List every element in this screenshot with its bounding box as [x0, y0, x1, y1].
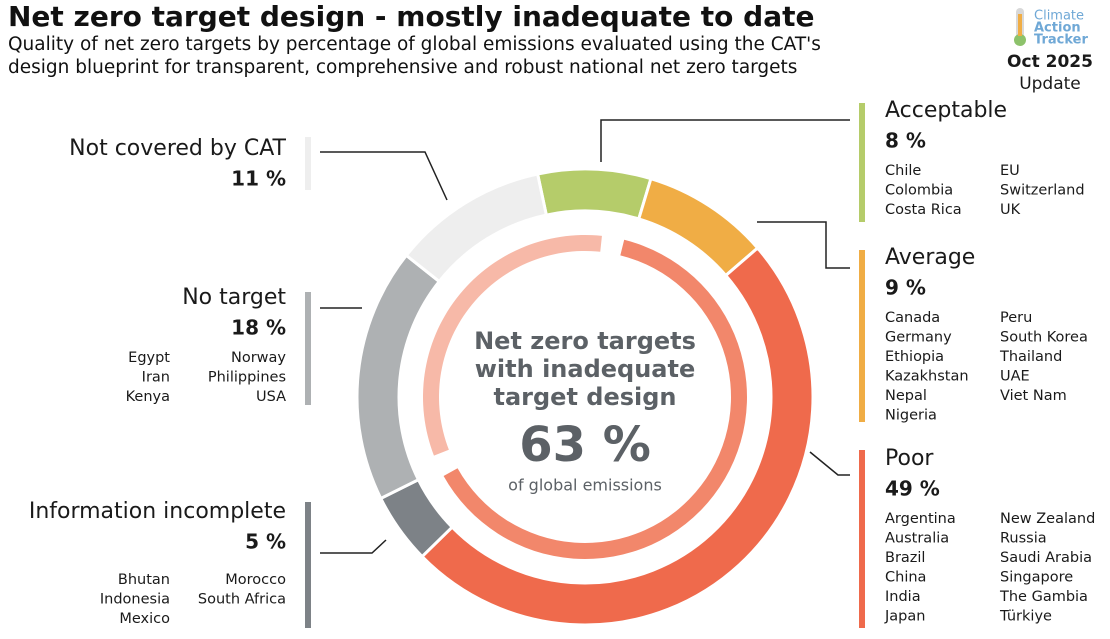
value-label: 5 %	[245, 530, 286, 554]
country-label: Chile	[885, 163, 921, 179]
country-label: Australia	[885, 531, 949, 547]
logo-date: Oct 2025	[1007, 52, 1093, 72]
legend-bar	[305, 502, 311, 628]
legend-bar	[859, 250, 865, 422]
chart-subtitle: Quality of net zero targets by percentag…	[8, 34, 821, 78]
category-label: Acceptable	[885, 98, 1007, 123]
country-label: Thailand	[999, 349, 1062, 365]
country-label: Philippines	[208, 370, 286, 386]
country-label: Russia	[1000, 531, 1047, 547]
country-label: Singapore	[1000, 570, 1073, 586]
country-label: Ethiopia	[885, 349, 944, 365]
country-label: China	[885, 570, 926, 586]
logo-text: Climate	[1034, 9, 1084, 24]
country-label: Peru	[1000, 310, 1032, 326]
inner-track	[422, 234, 602, 456]
country-label: Iran	[142, 370, 170, 386]
center-value: 63 %	[519, 417, 651, 473]
legend-bar	[305, 292, 311, 405]
center-text: with inadequate	[475, 355, 696, 383]
donut-segment	[404, 172, 549, 284]
country-label: The Gambia	[999, 589, 1088, 605]
country-label: Kenya	[126, 389, 170, 405]
connector	[809, 451, 850, 476]
country-label: Germany	[885, 330, 952, 346]
country-label: South Korea	[1000, 330, 1088, 346]
country-label: Costa Rica	[885, 202, 962, 218]
country-label: EU	[1000, 163, 1020, 179]
center-text: Net zero targets	[474, 327, 696, 355]
country-label: Mexico	[119, 611, 170, 627]
country-label: Canada	[885, 310, 940, 326]
donut-segment	[535, 167, 653, 221]
category-label: Information incomplete	[29, 499, 286, 524]
country-label: UK	[1000, 202, 1021, 218]
country-label: Indonesia	[100, 592, 170, 608]
logo-text: Action	[1034, 21, 1081, 36]
chart-title: Net zero target design - mostly inadequa…	[8, 0, 815, 33]
center-text: target design	[493, 383, 676, 411]
country-label: Switzerland	[1000, 183, 1085, 199]
logo-edition: Update	[1019, 74, 1081, 94]
country-label: Türkiye	[999, 609, 1052, 625]
country-label: Saudi Arabia	[1000, 550, 1092, 566]
country-label: Nigeria	[885, 408, 937, 424]
connectors	[320, 119, 850, 554]
country-label: Bhutan	[118, 572, 170, 588]
connector	[757, 221, 850, 269]
center-caption: of global emissions	[508, 476, 662, 495]
value-label: 18 %	[231, 316, 286, 340]
connector	[320, 151, 448, 201]
country-label: Colombia	[885, 183, 953, 199]
category-label: Poor	[885, 446, 934, 471]
country-label: Brazil	[885, 550, 925, 566]
value-label: 8 %	[885, 129, 926, 153]
country-label: USA	[256, 389, 286, 405]
country-label: Egypt	[128, 350, 170, 366]
legend-bar	[305, 137, 311, 190]
country-label: Norway	[231, 350, 286, 366]
country-label: Viet Nam	[1000, 388, 1067, 404]
category-label: Not covered by CAT	[69, 136, 286, 161]
country-label: Morocco	[225, 572, 286, 588]
value-label: 9 %	[885, 276, 926, 300]
country-label: UAE	[1000, 369, 1030, 385]
value-label: 49 %	[885, 477, 940, 501]
country-label: South Africa	[198, 592, 286, 608]
legend-bar	[859, 103, 865, 222]
connector	[320, 539, 387, 554]
value-label: 11 %	[231, 167, 286, 191]
logo: Climate Action Tracker Oct 2025 Update	[1007, 8, 1093, 94]
logo-text: Tracker	[1034, 33, 1088, 48]
country-label: Argentina	[885, 511, 956, 527]
country-label: India	[885, 589, 921, 605]
country-label: Kazakhstan	[885, 369, 969, 385]
logo-icon	[1014, 34, 1026, 46]
category-label: No target	[182, 285, 286, 310]
legend-bar	[859, 450, 865, 628]
country-label: Nepal	[885, 388, 927, 404]
category-label: Average	[885, 245, 975, 270]
country-label: Japan	[884, 609, 925, 625]
donut-segment	[419, 245, 815, 627]
logo-icon	[1018, 14, 1022, 36]
connector	[600, 119, 850, 162]
country-label: New Zealand	[1000, 511, 1095, 527]
